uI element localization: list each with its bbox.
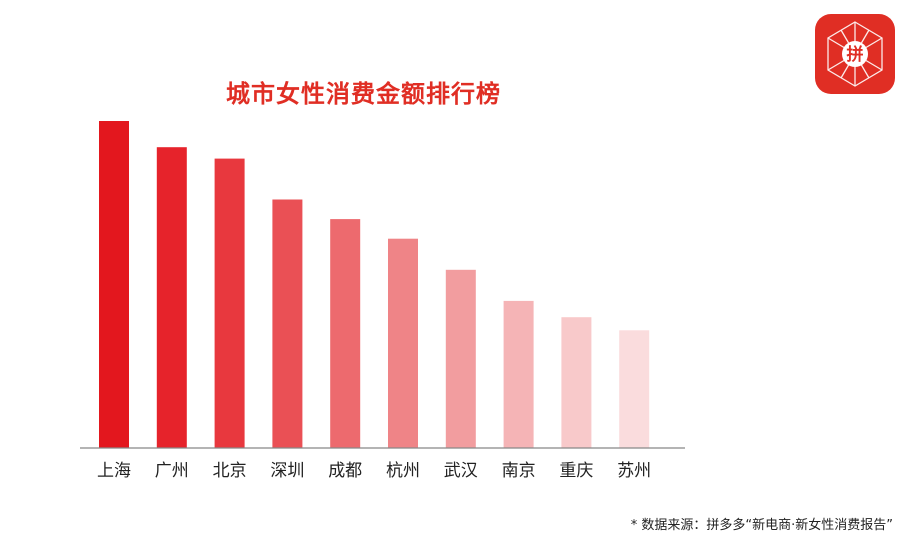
chart-title: 城市女性消费金额排行榜: [226, 80, 501, 108]
bar-7: [445, 269, 476, 448]
category-label-8: 南京: [502, 461, 536, 481]
category-label-5: 成都: [328, 461, 362, 481]
logo-text: 拼: [847, 44, 864, 65]
category-label-2: 广州: [155, 461, 189, 481]
category-labels-group: 上海 广州 北京 深圳 成都 杭州 武汉 南京 重庆 苏州: [97, 461, 651, 481]
category-label-6: 杭州: [386, 461, 420, 481]
bar-9: [561, 317, 592, 448]
category-label-4: 深圳: [270, 461, 304, 481]
bars-group: [99, 121, 650, 449]
bar-5: [330, 219, 361, 448]
bar-1: [99, 121, 129, 448]
category-label-9: 重庆: [559, 461, 593, 481]
bar-4: [272, 199, 303, 448]
bar-6: [388, 238, 418, 448]
data-source-footnote: * 数据来源：拼多多“新电商·新女性消费报告”: [630, 518, 893, 533]
bar-10: [619, 330, 650, 448]
category-label-10: 苏州: [617, 461, 651, 481]
pinduoduo-logo-icon: 拼: [815, 14, 895, 94]
category-label-3: 北京: [213, 461, 247, 481]
bar-8: [503, 300, 534, 449]
category-label-1: 上海: [97, 461, 131, 481]
bar-3: [214, 158, 245, 448]
bar-2: [156, 147, 187, 448]
category-label-7: 武汉: [444, 461, 478, 481]
